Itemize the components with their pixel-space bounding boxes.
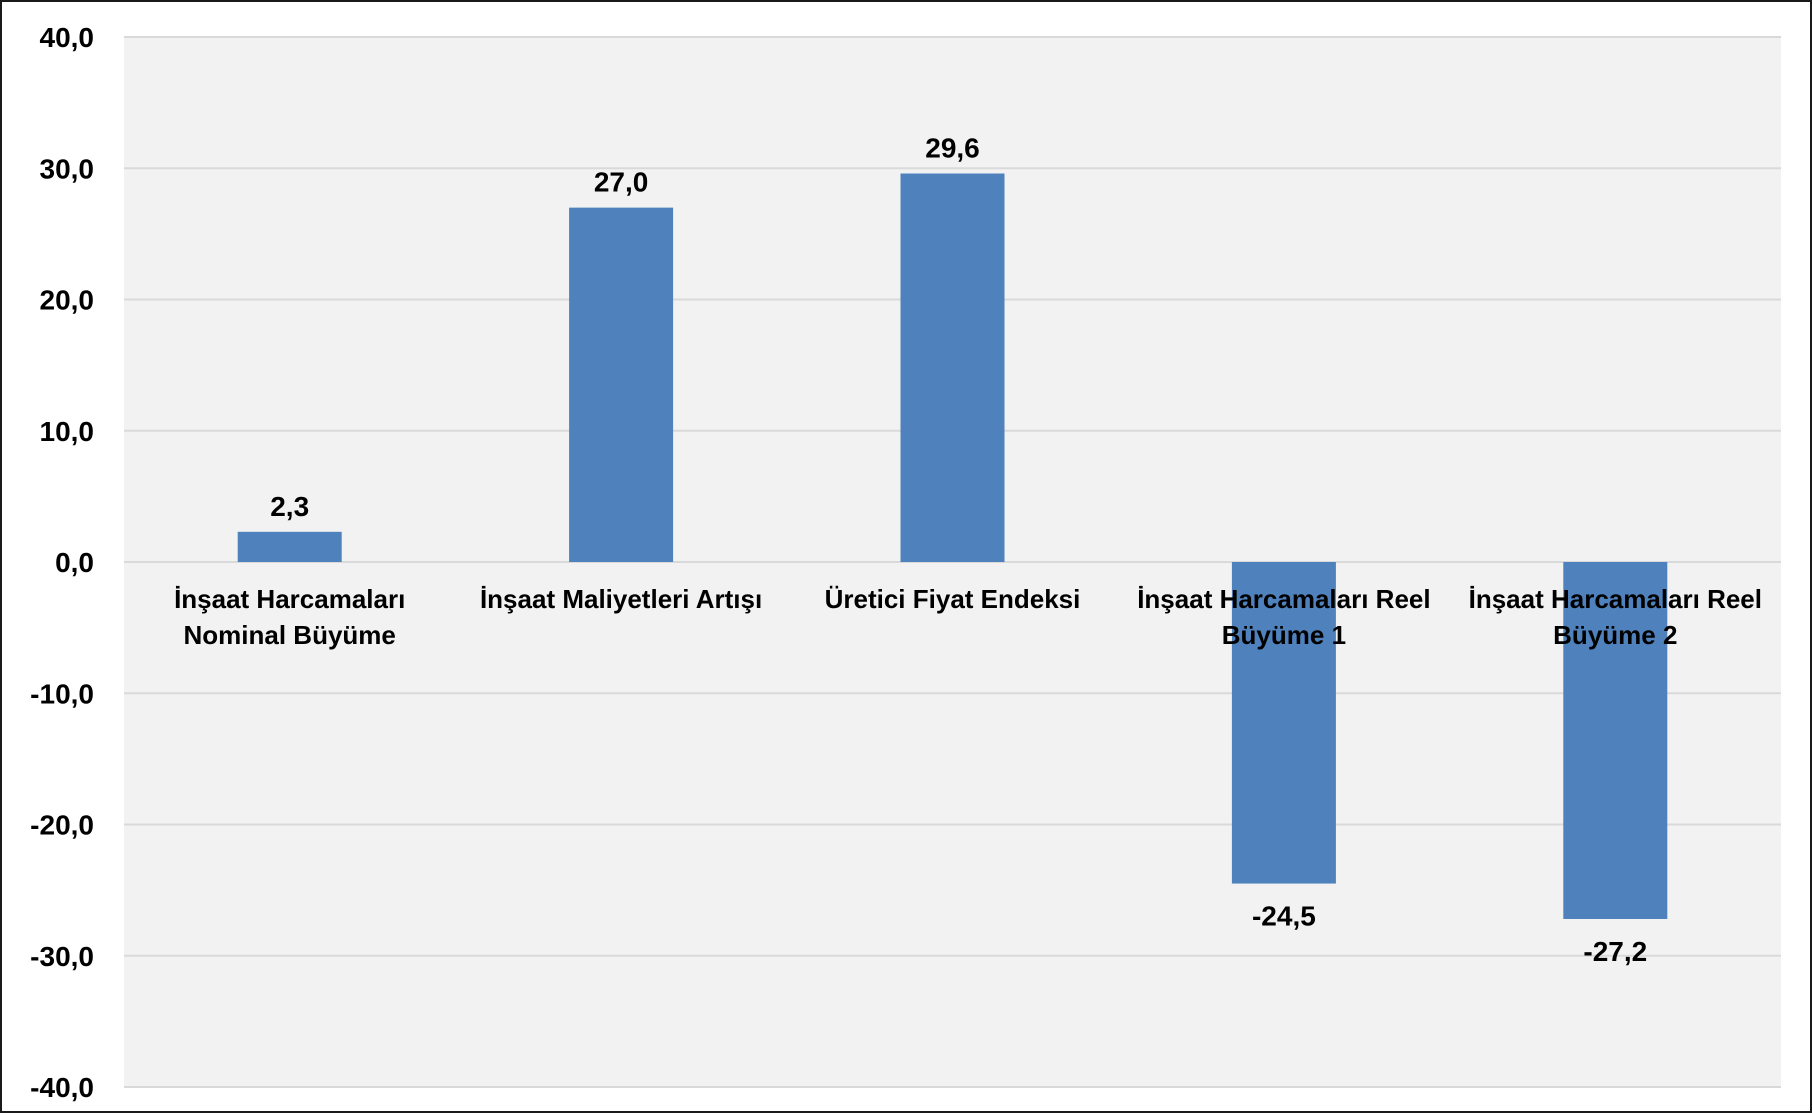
category-label: İnşaat Harcamaları xyxy=(174,584,405,614)
data-label: -24,5 xyxy=(1252,901,1316,932)
category-label: İnşaat Harcamaları Reel xyxy=(1137,584,1430,614)
y-tick-label: 20,0 xyxy=(40,285,95,316)
y-tick-label: -40,0 xyxy=(30,1072,94,1103)
y-tick-label: 40,0 xyxy=(40,22,95,53)
category-label: Nominal Büyüme xyxy=(184,620,396,650)
y-tick-label: -30,0 xyxy=(30,941,94,972)
y-tick-label: -20,0 xyxy=(30,810,94,841)
category-label: İnşaat Harcamaları Reel xyxy=(1469,584,1762,614)
bar xyxy=(900,173,1005,562)
category-label: Üretici Fiyat Endeksi xyxy=(825,584,1081,614)
category-label: Büyüme 2 xyxy=(1553,620,1677,650)
data-label: 27,0 xyxy=(594,167,649,198)
bar xyxy=(1563,562,1668,919)
y-tick-label: 30,0 xyxy=(40,153,95,184)
bars xyxy=(237,173,1668,919)
y-tick-label: 0,0 xyxy=(55,547,94,578)
category-labels: İnşaat Harcamaları Nominal Büyüme İnşaat M… xyxy=(174,584,1762,650)
y-tick-label: -10,0 xyxy=(30,678,94,709)
data-label: 2,3 xyxy=(270,491,309,522)
category-label: Büyüme 1 xyxy=(1222,620,1346,650)
bar xyxy=(569,207,674,562)
data-label: 29,6 xyxy=(925,133,980,164)
bar xyxy=(1231,562,1336,884)
data-label: -27,2 xyxy=(1583,936,1647,967)
category-label: İnşaat Maliyetleri Artışı xyxy=(480,584,762,614)
y-axis-tick-labels: 40,0 30,0 20,0 10,0 0,0 -10,0 -20,0 -30,0 -40,0 xyxy=(30,22,94,1103)
y-tick-label: 10,0 xyxy=(40,416,95,447)
bar xyxy=(237,531,342,562)
data-labels: 2,3 27,0 29,6 -24,5 -27,2 xyxy=(270,133,1647,968)
